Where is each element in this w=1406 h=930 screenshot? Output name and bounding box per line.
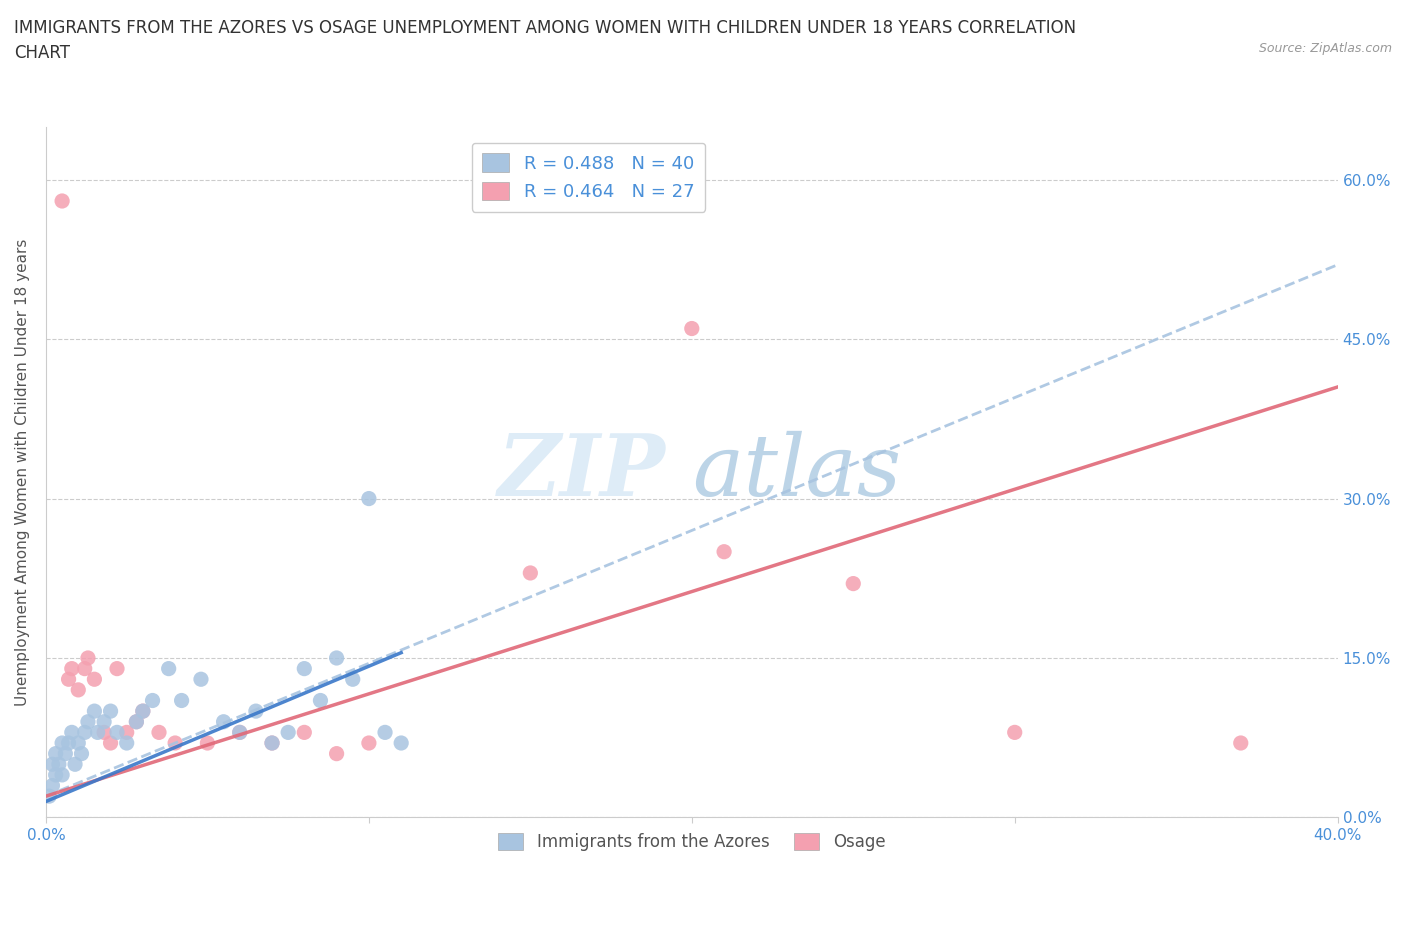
Text: ZIP: ZIP [498,431,666,513]
Legend: Immigrants from the Azores, Osage: Immigrants from the Azores, Osage [492,826,891,857]
Point [53,746,76,761]
Point [519,565,541,580]
Point [148,725,170,740]
Point [277,725,299,740]
Point [45,767,67,782]
Point [197,736,219,751]
Point [125,714,148,729]
Point [132,704,155,719]
Point [105,725,128,740]
Point [58,736,80,751]
Point [228,725,250,740]
Point [83,671,105,686]
Point [157,661,180,676]
Point [100,736,122,751]
Point [357,491,380,506]
Point [51,736,73,751]
Point [60,661,83,676]
Point [309,693,332,708]
Point [41,778,63,793]
Point [125,714,148,729]
Point [73,661,96,676]
Point [342,671,364,686]
Point [132,704,155,719]
Point [292,661,315,676]
Point [86,725,108,740]
Point [51,193,73,208]
Point [170,693,193,708]
Point [228,725,250,740]
Point [100,704,122,719]
Point [165,736,187,751]
Point [77,714,100,729]
Point [105,661,128,676]
Point [245,704,267,719]
Point [63,757,86,772]
Point [212,714,235,729]
Point [713,544,735,559]
Point [325,651,347,666]
Text: IMMIGRANTS FROM THE AZORES VS OSAGE UNEMPLOYMENT AMONG WOMEN WITH CHILDREN UNDER: IMMIGRANTS FROM THE AZORES VS OSAGE UNEM… [14,19,1076,61]
Point [260,736,283,751]
Point [93,725,115,740]
Point [292,725,315,740]
Point [1004,725,1026,740]
Point [374,725,396,740]
Point [51,767,73,782]
Point [357,736,380,751]
Point [67,736,90,751]
Point [60,725,83,740]
Point [73,725,96,740]
Text: atlas: atlas [692,431,901,513]
Point [1229,736,1251,751]
Y-axis label: Unemployment Among Women with Children Under 18 years: Unemployment Among Women with Children U… [15,238,30,706]
Point [190,671,212,686]
Point [325,746,347,761]
Text: Source: ZipAtlas.com: Source: ZipAtlas.com [1258,42,1392,55]
Point [141,693,163,708]
Point [70,746,93,761]
Point [93,714,115,729]
Point [48,757,70,772]
Point [260,736,283,751]
Point [115,725,138,740]
Point [77,651,100,666]
Point [115,736,138,751]
Point [41,757,63,772]
Point [681,321,703,336]
Point [67,683,90,698]
Point [45,746,67,761]
Point [38,789,60,804]
Point [389,736,412,751]
Point [83,704,105,719]
Point [58,671,80,686]
Point [842,577,865,591]
